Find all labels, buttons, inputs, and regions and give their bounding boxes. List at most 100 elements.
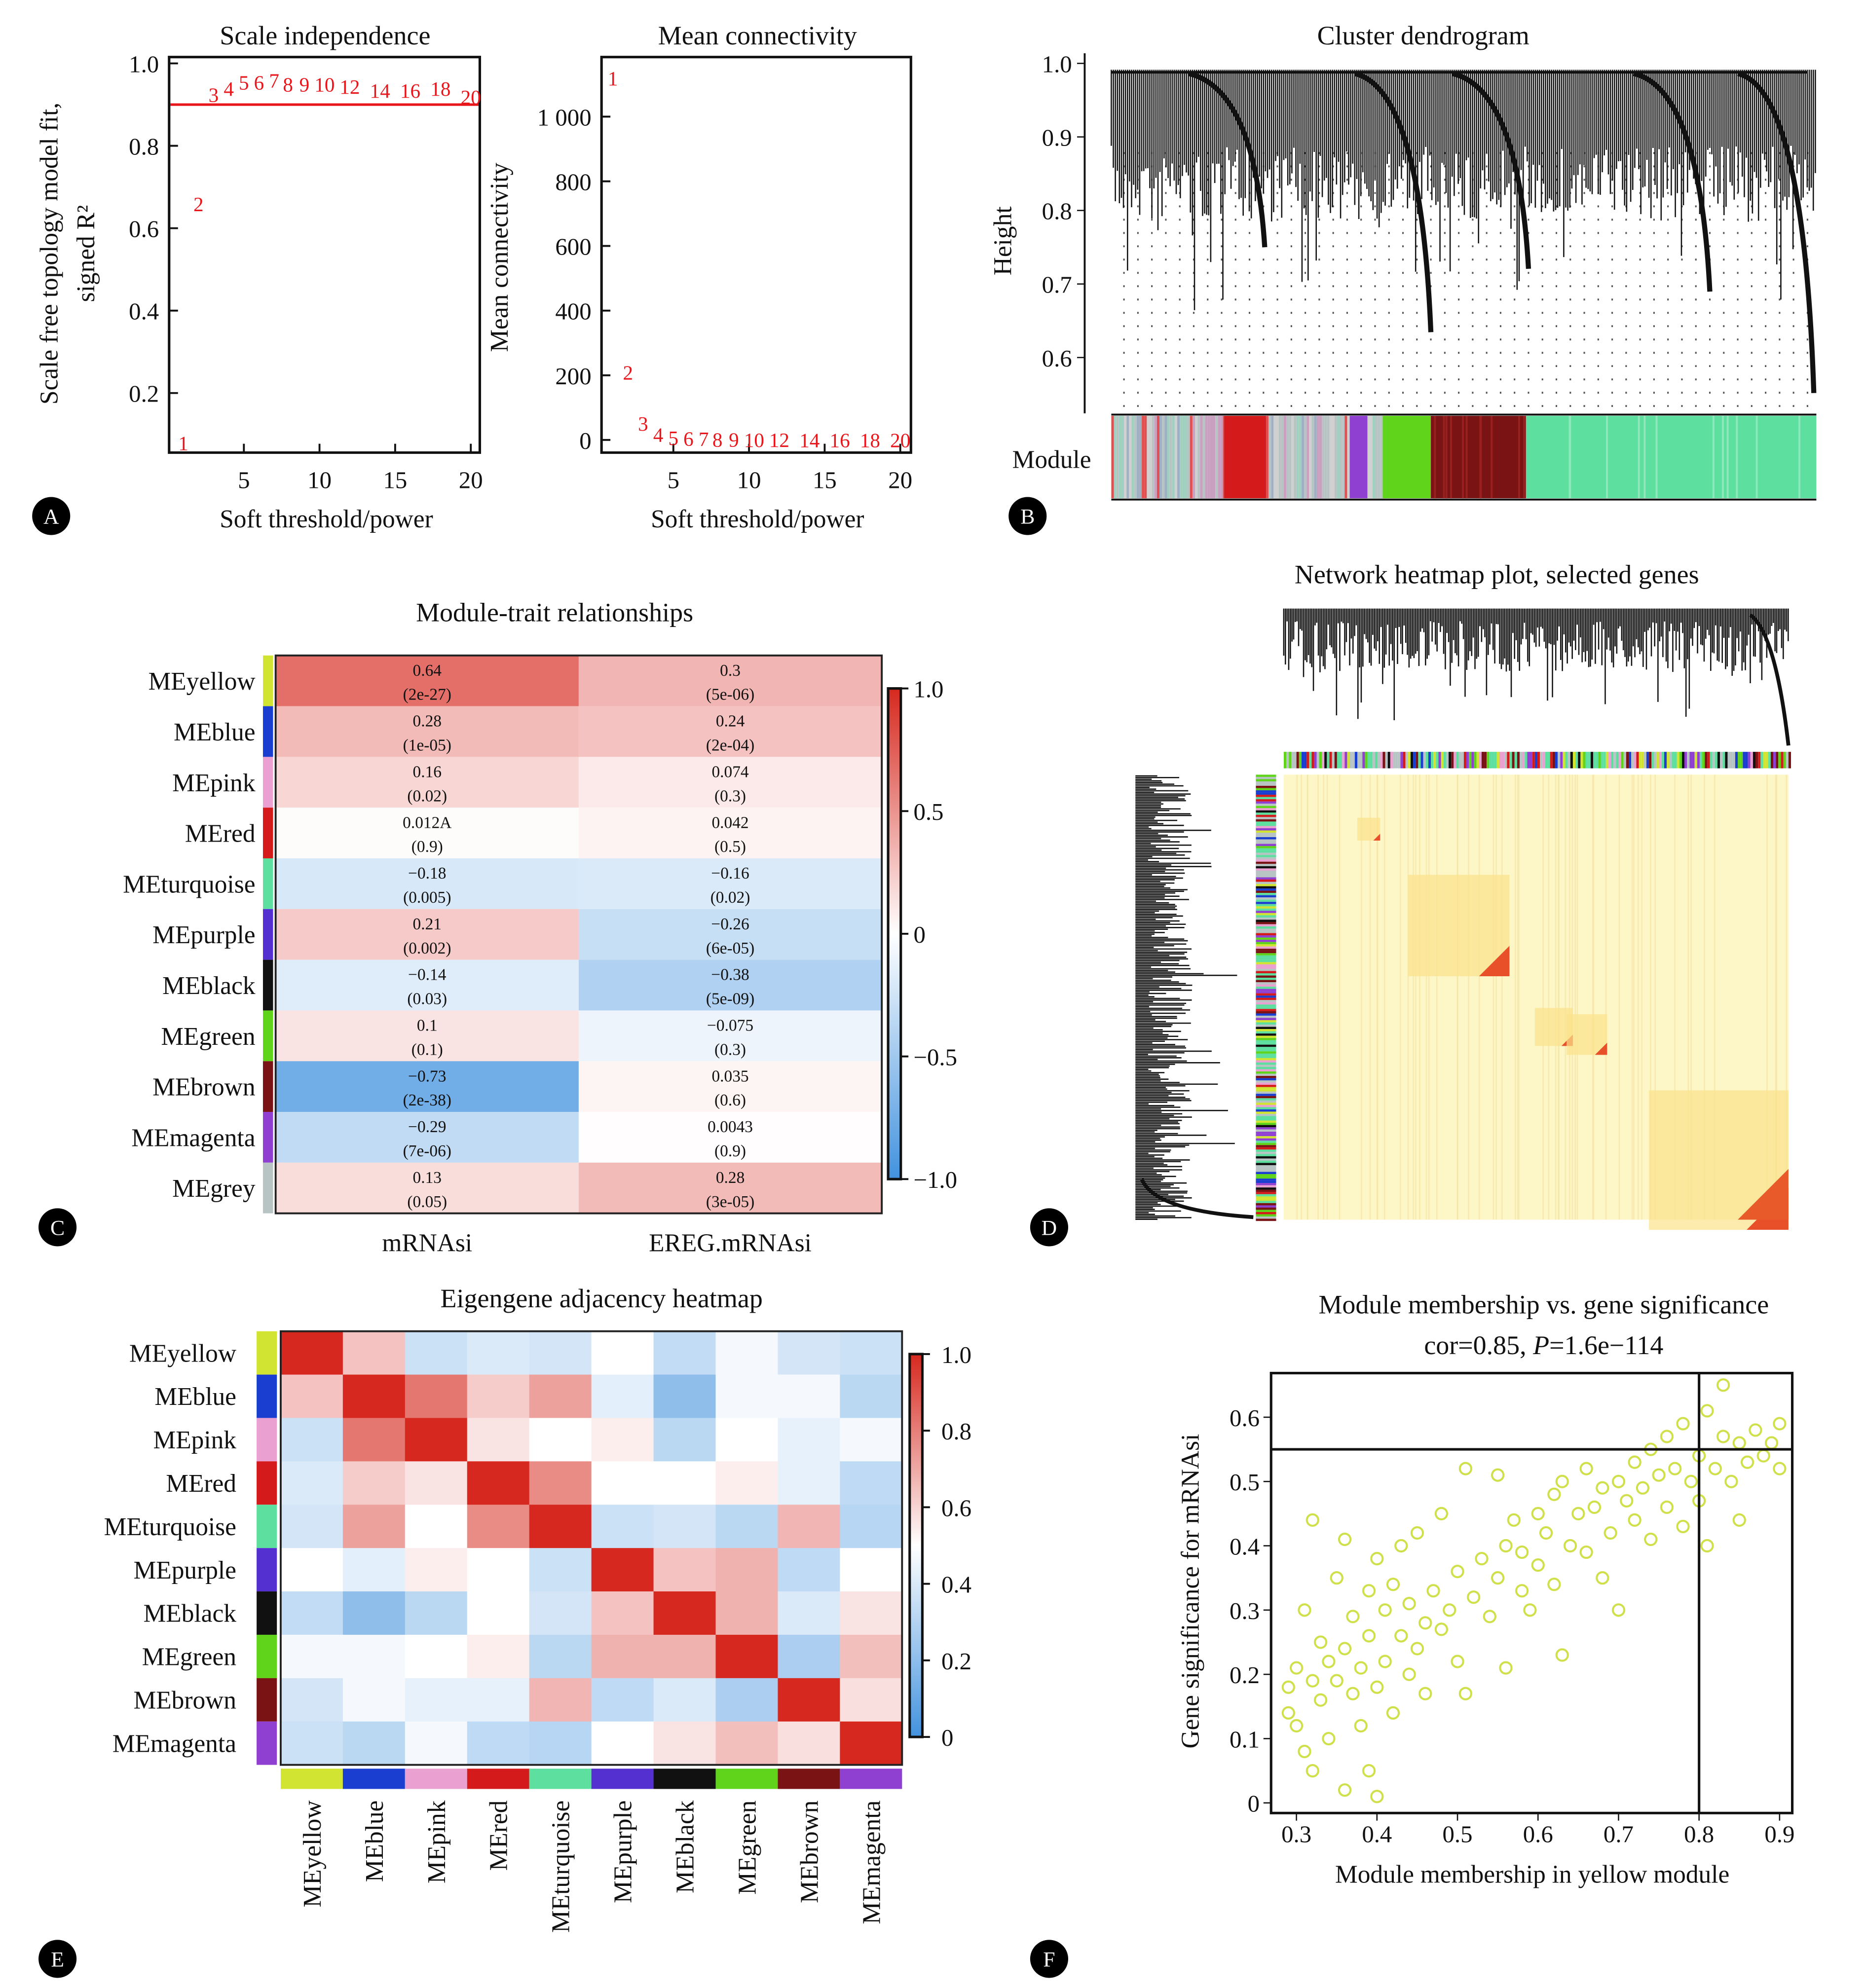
heatmap-cell	[591, 1461, 654, 1506]
heatmap-cell	[342, 1678, 406, 1723]
module-color-stripe	[1190, 416, 1193, 499]
module-color-stripe	[1162, 416, 1165, 499]
module-color-stripe	[1712, 416, 1715, 499]
module-color-stripe	[1256, 873, 1276, 876]
tom-heatmap-texture	[1517, 774, 1519, 1220]
module-color-stripe	[1770, 752, 1774, 769]
module-color-stripe	[1654, 752, 1657, 769]
module-color-stripe	[1332, 752, 1335, 769]
heatmap-cell	[467, 1678, 530, 1723]
module-color-stripe	[1596, 752, 1599, 769]
tom-module-block	[1567, 1014, 1607, 1055]
module-color-stripe	[1256, 1129, 1276, 1132]
module-color-stripe	[1425, 752, 1428, 769]
module-color-stripe	[1114, 416, 1117, 499]
module-color-block	[1349, 416, 1368, 499]
module-color-stripe	[1256, 839, 1276, 842]
module-color-stripe	[1136, 416, 1139, 499]
module-color-stripe	[1294, 416, 1297, 499]
y-tick-label: 0.8	[129, 133, 159, 160]
module-color-stripe	[1256, 835, 1276, 838]
tom-heatmap-texture	[1542, 774, 1544, 1220]
module-color-stripe	[1256, 1196, 1276, 1199]
heatmap-cell	[529, 1721, 592, 1766]
module-color-stripe	[1705, 752, 1708, 769]
module-color-stripe	[1149, 416, 1152, 499]
module-color-stripe	[1256, 1138, 1276, 1141]
y-tick-label: 1.0	[129, 50, 159, 77]
column-label: MEyellow	[298, 1801, 327, 1908]
data-point	[1290, 1661, 1304, 1675]
cell-correlation: −0.26	[711, 915, 749, 933]
data-point	[1386, 1578, 1400, 1591]
data-point	[1281, 1680, 1295, 1694]
module-color-stripe	[1296, 416, 1299, 499]
module-color-stripe	[1651, 752, 1654, 769]
dendrogram-branch	[1188, 71, 1268, 248]
module-color-stripe	[1471, 752, 1474, 769]
cell-pvalue: (0.002)	[403, 939, 451, 957]
tom-heatmap-texture	[1296, 774, 1298, 1220]
heatmap-cell	[778, 1634, 841, 1679]
heatmap-cell	[578, 655, 882, 706]
heatmap-cell	[840, 1505, 903, 1549]
data-point	[1587, 1500, 1602, 1514]
y-axis-label: Scale free topology model fit,	[36, 103, 64, 405]
data-point	[1378, 1655, 1392, 1668]
y-axis-label: Mean connectivity	[485, 162, 514, 352]
heatmap-cell	[280, 1461, 344, 1506]
module-color-stripe	[1410, 752, 1414, 769]
data-point	[1515, 1545, 1529, 1559]
module-color-stripe	[1256, 1174, 1276, 1177]
module-color-stripe	[1494, 752, 1497, 769]
module-color-stripe	[1256, 924, 1276, 927]
module-color-stripe	[1514, 752, 1517, 769]
module-color-stripe	[1256, 1060, 1276, 1063]
module-color-stripe	[1256, 1027, 1276, 1030]
data-point	[1290, 1719, 1304, 1733]
heatmap-cell	[840, 1721, 903, 1766]
heatmap-cell	[653, 1331, 716, 1375]
data-point-label: 8	[283, 74, 293, 96]
x-tick-label: 0.4	[1362, 1820, 1392, 1847]
data-point-label: 3	[638, 412, 648, 435]
module-color-stripe	[1603, 752, 1606, 769]
module-color-stripe	[1484, 752, 1487, 769]
module-color-stripe	[1375, 752, 1378, 769]
heatmap-cell	[342, 1374, 406, 1419]
data-point	[1571, 1507, 1585, 1520]
module-color-stripe	[1256, 821, 1276, 824]
module-color-stripe	[1164, 416, 1167, 499]
module-color-stripe	[1256, 783, 1276, 786]
heatmap-cell	[778, 1505, 841, 1549]
cell-correlation: 0.21	[413, 915, 442, 933]
module-color-stripe	[1601, 752, 1604, 769]
heatmap-cell	[280, 1721, 344, 1766]
tom-heatmap-texture	[1650, 774, 1651, 1220]
heatmap-cell	[578, 858, 882, 909]
module-color-stripe	[1311, 752, 1314, 769]
module-color-stripe	[1458, 752, 1461, 769]
module-color-stripe	[1725, 752, 1728, 769]
module-color-stripe	[1512, 752, 1515, 769]
data-point	[1483, 1610, 1496, 1623]
heatmap-cell	[653, 1374, 716, 1419]
data-point-label: 8	[712, 428, 723, 451]
module-color-stripe	[1583, 752, 1586, 769]
plot-frame	[1269, 1371, 1794, 1814]
module-color-stripe	[1501, 752, 1505, 769]
heatmap-cell	[653, 1418, 716, 1462]
tom-heatmap-texture	[1407, 774, 1409, 1220]
module-color-stripe	[1593, 752, 1596, 769]
data-point-label: 18	[860, 429, 880, 452]
tom-heatmap-texture	[1558, 774, 1559, 1220]
data-point	[1386, 1706, 1400, 1720]
module-color-stripe	[1256, 1198, 1276, 1201]
heatmap-cell	[405, 1634, 468, 1679]
data-point	[1491, 1571, 1505, 1585]
row-label: MEblue	[174, 718, 256, 746]
data-point	[1563, 1539, 1577, 1553]
heatmap-cell	[578, 808, 882, 858]
tom-heatmap-texture	[1574, 774, 1576, 1220]
module-color-stripe	[1517, 752, 1520, 769]
